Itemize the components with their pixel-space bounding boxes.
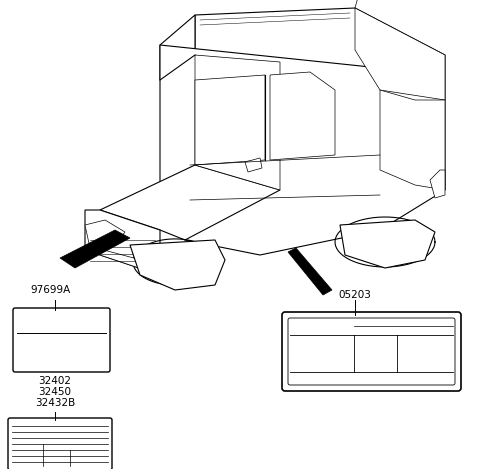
Text: 32402: 32402 xyxy=(38,376,72,386)
Polygon shape xyxy=(430,170,445,198)
Polygon shape xyxy=(160,45,445,255)
Polygon shape xyxy=(85,220,125,248)
Text: 32432B: 32432B xyxy=(35,398,75,408)
Polygon shape xyxy=(100,165,280,240)
Polygon shape xyxy=(130,240,225,290)
Polygon shape xyxy=(380,90,445,190)
FancyBboxPatch shape xyxy=(282,312,461,391)
FancyBboxPatch shape xyxy=(13,308,110,372)
Polygon shape xyxy=(195,75,265,165)
Polygon shape xyxy=(85,210,160,275)
FancyBboxPatch shape xyxy=(8,418,112,469)
Polygon shape xyxy=(288,248,332,295)
Text: 32450: 32450 xyxy=(38,387,72,397)
Polygon shape xyxy=(340,220,435,268)
Polygon shape xyxy=(355,8,445,100)
Polygon shape xyxy=(60,230,130,268)
Text: 97699A: 97699A xyxy=(30,285,70,295)
Polygon shape xyxy=(160,15,195,80)
Text: 05203: 05203 xyxy=(338,290,372,300)
Polygon shape xyxy=(270,72,335,160)
Polygon shape xyxy=(245,158,262,172)
Polygon shape xyxy=(195,8,445,68)
Polygon shape xyxy=(195,55,280,190)
Polygon shape xyxy=(85,245,160,275)
